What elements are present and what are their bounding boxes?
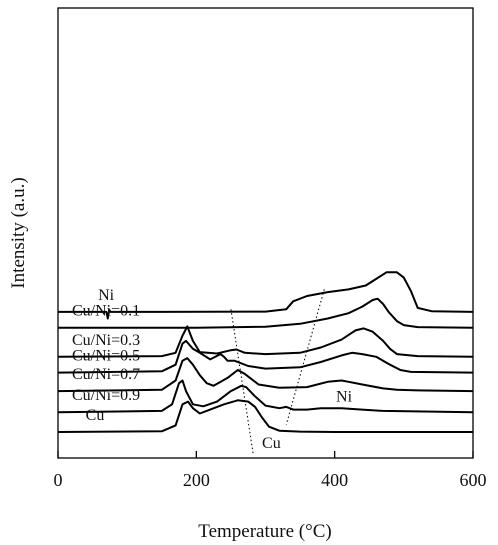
series-line-ni [58,271,474,320]
series-line-cu [57,399,473,433]
x-axis-label: Temperature (°C) [198,521,331,542]
x-tick-label-400: 400 [321,470,348,490]
annotation-ni: Ni [336,389,353,406]
guide-line-ni [285,289,325,425]
guide-line-cu [230,309,254,454]
plot-frame [57,7,474,459]
series-label-cu-ni-0-1: Cu/Ni=0.1 [72,303,140,320]
series-label-cu-ni-0-5: Cu/Ni=0.5 [72,348,140,365]
x-tick-label-200: 200 [183,470,210,490]
series-line-cu-ni-0-7 [57,357,474,393]
x-tick-label-600: 600 [460,470,487,490]
series-label-cu-ni-0-7: Cu/Ni=0.7 [72,366,140,383]
series-line-cu-ni-0-9 [57,379,474,414]
series-label-cu-ni-0-3: Cu/Ni=0.3 [72,332,140,349]
series-line-cu-ni-0-1 [58,297,474,329]
series-line-cu-ni-0-3 [57,325,474,358]
label-layer: NiCu/Ni=0.1Cu/Ni=0.3Cu/Ni=0.5Cu/Ni=0.7Cu… [72,287,353,452]
series-label-cu: Cu [86,407,105,424]
plot-layer [57,271,474,454]
x-tick-label-0: 0 [54,470,63,490]
annotation-cu: Cu [262,435,281,452]
series-line-cu-ni-0-5 [57,339,474,374]
y-axis-label: Intensity (a.u.) [8,177,29,288]
series-label-ni: Ni [98,287,115,304]
tick-layer: 0 200 400 600 [54,451,487,490]
series-label-cu-ni-0-9: Cu/Ni=0.9 [72,387,140,404]
